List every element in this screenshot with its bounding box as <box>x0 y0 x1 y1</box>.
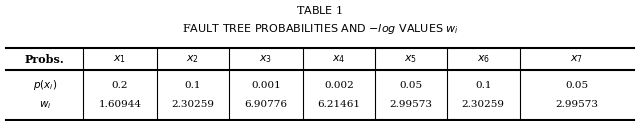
Text: $x_7$: $x_7$ <box>570 53 583 65</box>
Text: 2.99573: 2.99573 <box>389 100 433 109</box>
Text: $w_i$: $w_i$ <box>38 99 51 111</box>
Text: $x_3$: $x_3$ <box>259 53 273 65</box>
Text: 0.1: 0.1 <box>475 81 492 90</box>
Text: Probs.: Probs. <box>25 54 65 65</box>
Text: 1.60944: 1.60944 <box>99 100 141 109</box>
Text: $x_5$: $x_5$ <box>404 53 417 65</box>
Text: 0.05: 0.05 <box>565 81 588 90</box>
Text: 6.21461: 6.21461 <box>317 100 360 109</box>
Text: 2.99573: 2.99573 <box>555 100 598 109</box>
Text: 0.05: 0.05 <box>399 81 422 90</box>
Text: F$\mathrm{AULT\ TREE\ PROBABILITIES\ AND}$ $-log$ $\mathrm{VALUES}$ $w_i$: F$\mathrm{AULT\ TREE\ PROBABILITIES\ AND… <box>182 22 458 36</box>
Text: $x_2$: $x_2$ <box>186 53 200 65</box>
Text: $p(x_i)$: $p(x_i)$ <box>33 78 57 92</box>
Text: $x_1$: $x_1$ <box>113 53 127 65</box>
Text: 2.30259: 2.30259 <box>172 100 214 109</box>
Text: 2.30259: 2.30259 <box>461 100 505 109</box>
Text: $x_4$: $x_4$ <box>332 53 346 65</box>
Text: T$\mathrm{ABLE}$ 1: T$\mathrm{ABLE}$ 1 <box>296 4 344 16</box>
Text: 0.2: 0.2 <box>112 81 128 90</box>
Text: 0.002: 0.002 <box>324 81 354 90</box>
Text: 6.90776: 6.90776 <box>244 100 287 109</box>
Text: 0.1: 0.1 <box>185 81 201 90</box>
Text: $x_6$: $x_6$ <box>477 53 490 65</box>
Text: 0.001: 0.001 <box>251 81 281 90</box>
